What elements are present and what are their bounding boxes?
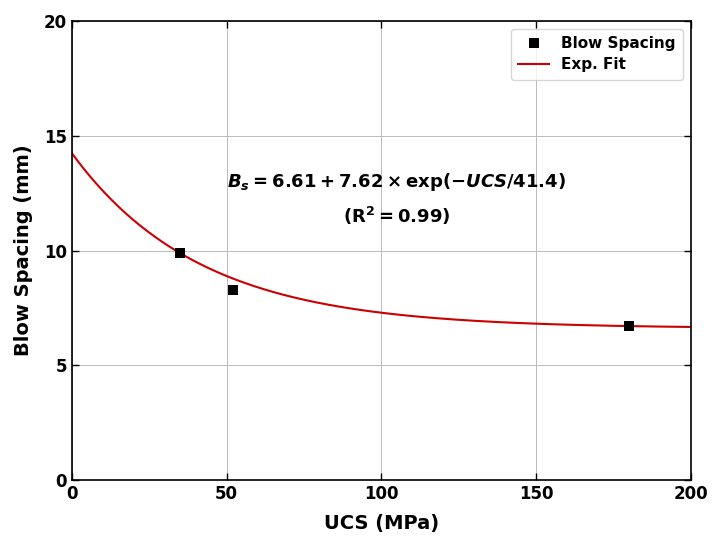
Blow Spacing (176, 249, 185, 256)
Legend: Blow Spacing, Exp. Fit: Blow Spacing, Exp. Fit (510, 28, 683, 80)
Exp. Fit (671, 323, 680, 330)
X-axis label: UCS (MPa): UCS (MPa) (324, 514, 439, 533)
Exp. Fit (365, 308, 374, 315)
Exp. Fit (362, 307, 370, 314)
Line: Blow Spacing: Blow Spacing (175, 248, 634, 331)
Line: Exp. Fit: Exp. Fit (72, 153, 691, 327)
Exp. Fit (575, 322, 583, 328)
Blow Spacing (229, 286, 238, 293)
Y-axis label: Blow Spacing (mm): Blow Spacing (mm) (14, 145, 33, 356)
Exp. Fit (68, 150, 77, 156)
Blow Spacing (625, 323, 633, 330)
Text: $\mathbf{(R^2 = 0.99)}$: $\mathbf{(R^2 = 0.99)}$ (343, 205, 451, 227)
Text: $\mathbf{\it{B}}$$_{\mathbf{\it{s}}}$$\mathbf{ = 6.61 + 7.62 \times exp(-}$$\mat: $\mathbf{\it{B}}$$_{\mathbf{\it{s}}}$$\m… (227, 171, 566, 193)
Exp. Fit (687, 324, 695, 330)
Exp. Fit (402, 312, 411, 319)
Exp. Fit (436, 315, 445, 322)
